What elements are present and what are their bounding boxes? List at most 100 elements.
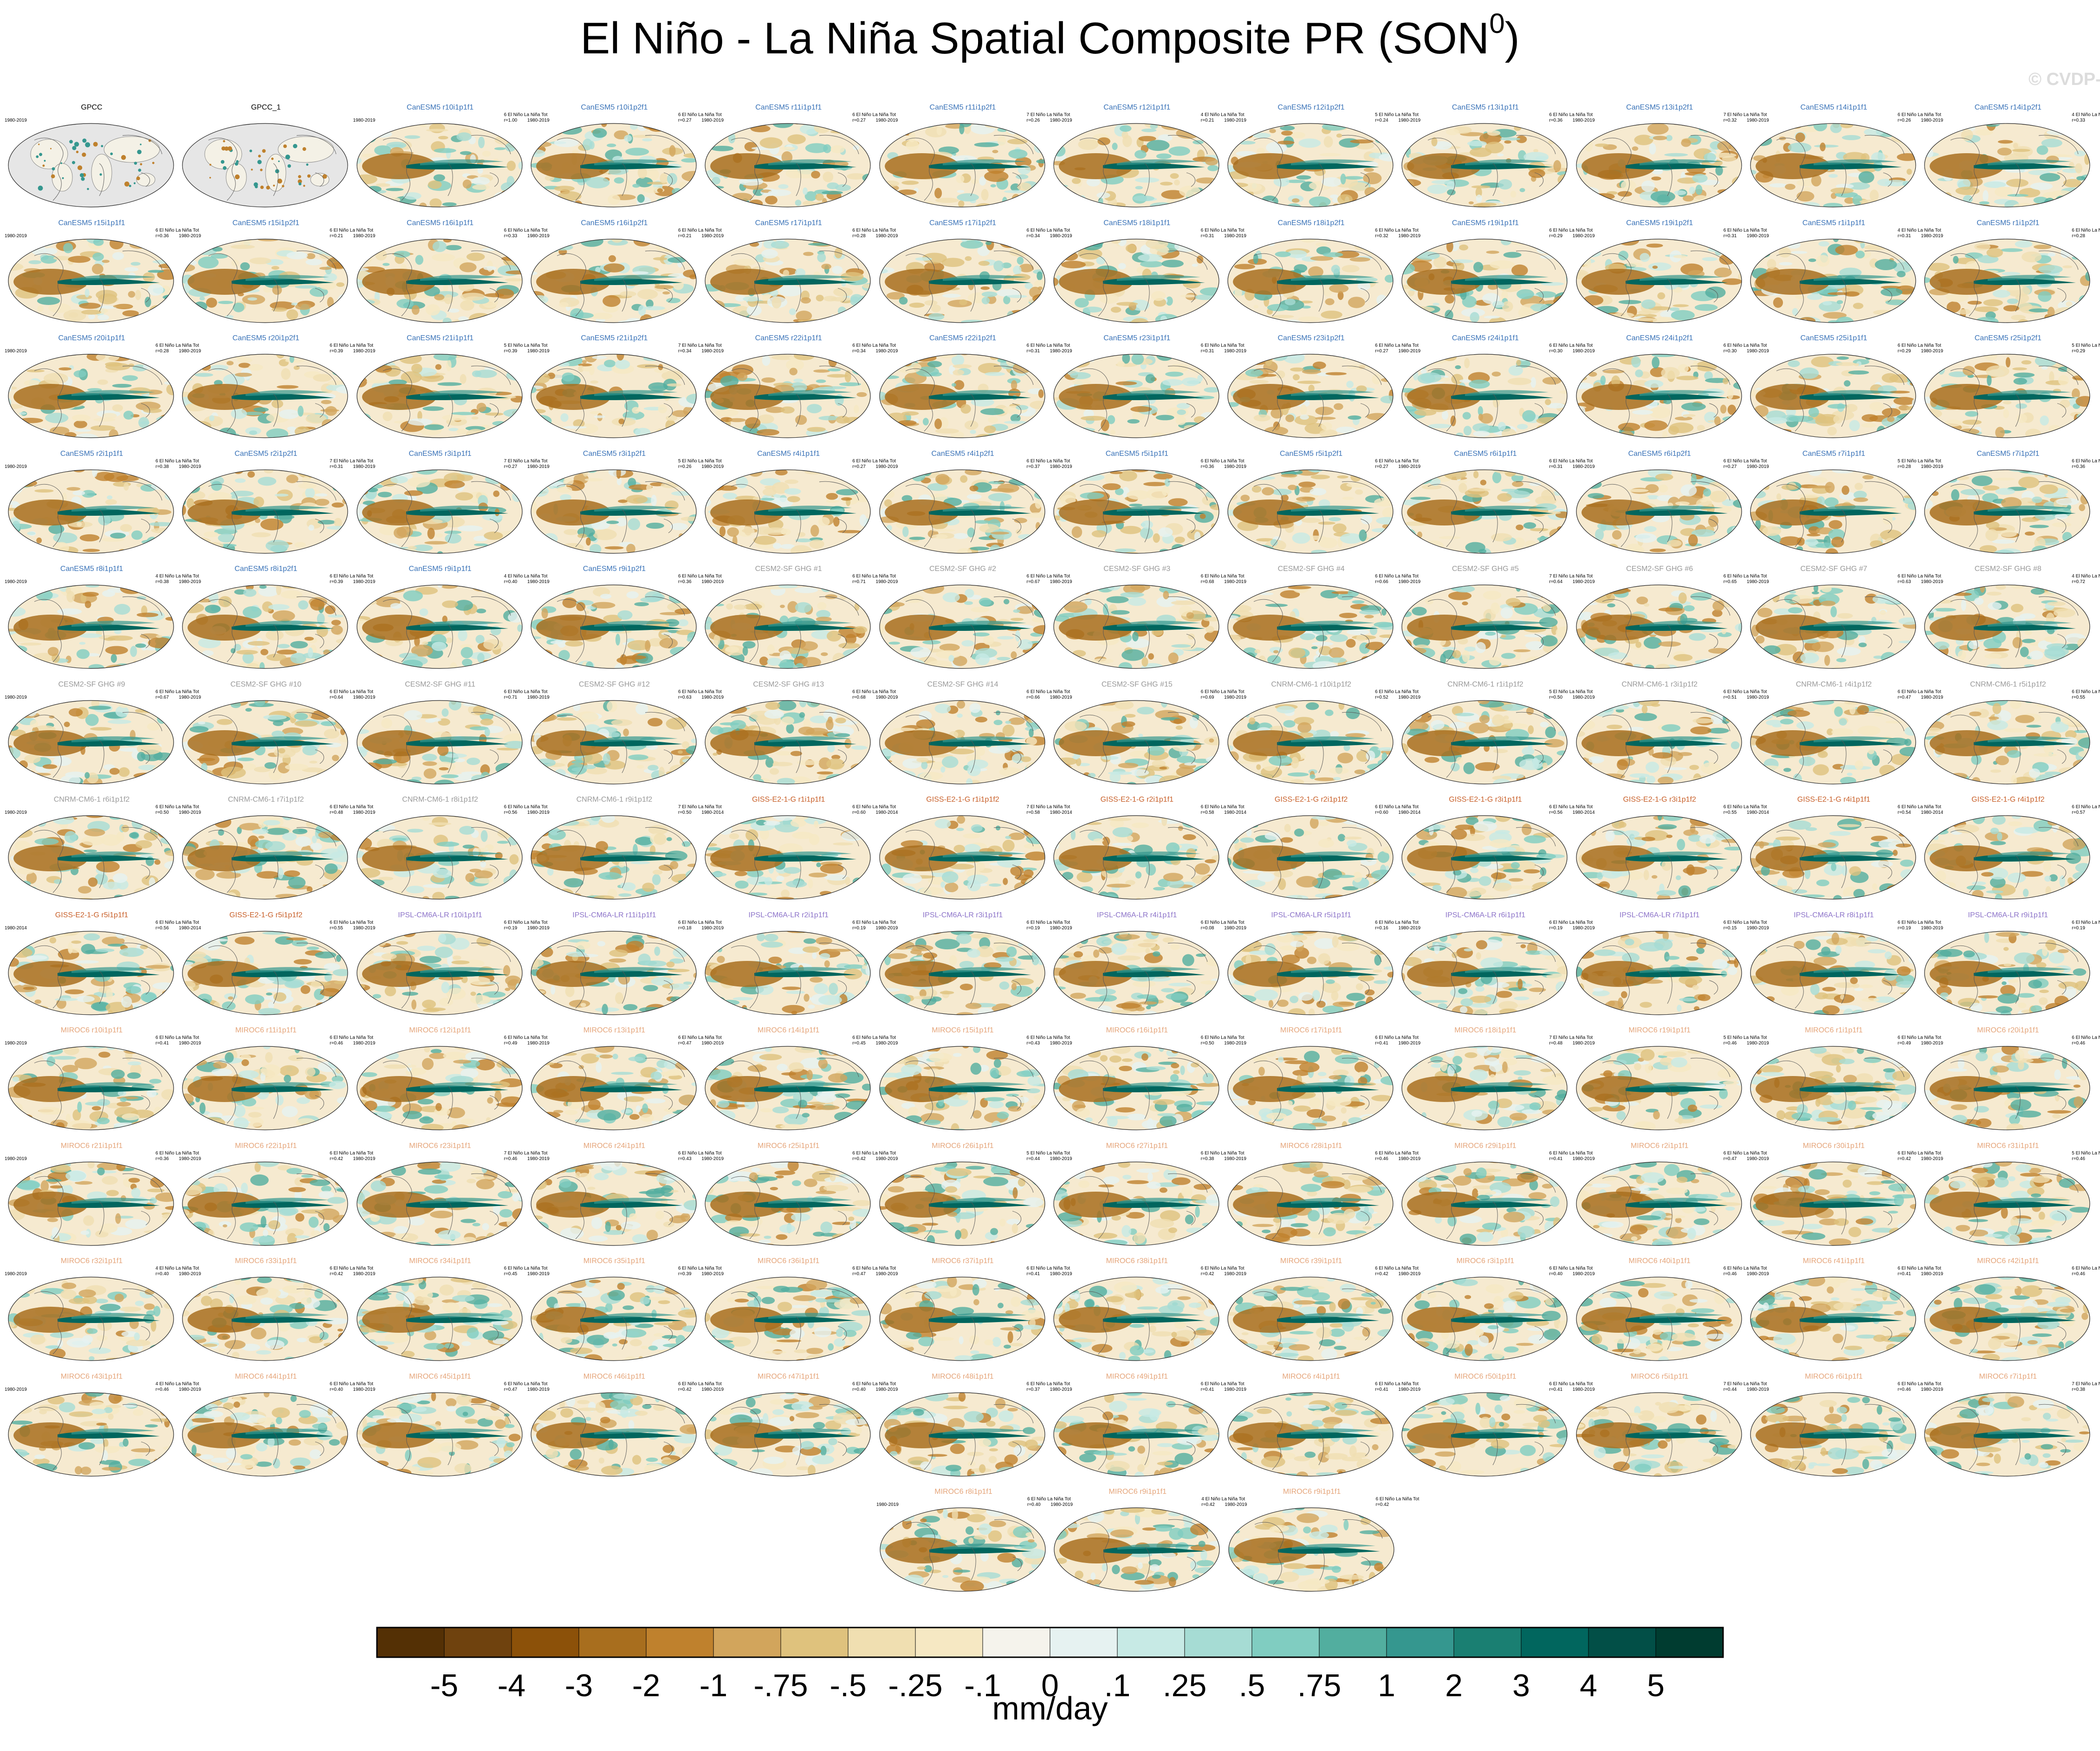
anomaly-blob	[1782, 320, 1802, 323]
anomaly-blob	[1198, 422, 1207, 430]
anomaly-blob	[1548, 421, 1566, 428]
anomaly-blob	[1171, 544, 1185, 552]
map-panel: CanESM5 r12i1p2f1 1980-2019 5 El Niño La N…	[1224, 103, 1419, 211]
anomaly-blob	[162, 530, 173, 536]
anomaly-blob	[209, 415, 215, 422]
anomaly-blob	[1576, 123, 1580, 124]
anomaly-blob	[2071, 422, 2084, 432]
anomaly-blob	[298, 600, 309, 610]
map-panel: CanESM5 r15i1p2f1 1980-2019 6 El Niño La N…	[179, 219, 373, 326]
anomaly-blob	[1021, 246, 1033, 251]
map-panel: CanESM5 r16i1p2f1 1980-2019 6 El Niño La N…	[527, 219, 722, 326]
wet-anomaly-band	[942, 159, 1026, 165]
anomaly-blob	[136, 470, 156, 480]
panel-title: CanESM5 r16i1p2f1	[581, 219, 648, 227]
anomaly-blob	[38, 143, 40, 145]
figure-title-text: El Niño - La Niña Spatial Composite PR (…	[580, 13, 1490, 63]
panel-years: 1980-2019	[1398, 118, 1421, 123]
anomaly-blob	[1553, 128, 1568, 133]
anomaly-blob	[182, 659, 191, 668]
anomaly-blob	[787, 496, 801, 502]
anomaly-blob	[927, 361, 942, 368]
anomaly-blob	[124, 182, 130, 187]
anomaly-blob	[814, 123, 831, 133]
anomaly-blob	[625, 148, 649, 156]
anomaly-blob	[984, 170, 1009, 182]
anomaly-blob	[1207, 124, 1219, 133]
anomaly-blob	[1402, 310, 1420, 319]
anomaly-blob	[1122, 135, 1132, 147]
anomaly-blob	[1648, 262, 1672, 271]
anomaly-blob	[107, 495, 113, 499]
anomaly-blob	[1291, 132, 1306, 139]
anomaly-blob	[560, 413, 569, 422]
anomaly-blob	[1429, 477, 1441, 486]
anomaly-blob	[816, 294, 824, 301]
anomaly-blob	[369, 585, 394, 589]
anomaly-blob	[1926, 148, 1934, 158]
anomaly-blob	[854, 405, 859, 414]
anomaly-blob	[718, 485, 738, 491]
map-panel: CanESM5 r15i1p1f1 1980-2019 6 El Niño La N…	[5, 219, 199, 326]
anomaly-blob	[655, 197, 679, 207]
anomaly-blob	[227, 361, 234, 366]
anomaly-blob	[1012, 265, 1021, 275]
anomaly-blob	[1012, 123, 1021, 129]
anomaly-blob	[1191, 206, 1203, 207]
anomaly-blob	[1276, 370, 1285, 379]
anomaly-blob	[510, 195, 522, 199]
anomaly-blob	[98, 514, 111, 525]
anomaly-blob	[1300, 404, 1307, 415]
anomaly-blob	[66, 486, 81, 491]
anomaly-blob	[1549, 244, 1565, 256]
anomaly-blob	[1446, 182, 1456, 191]
anomaly-blob	[1212, 127, 1219, 131]
anomaly-blob	[1031, 360, 1044, 367]
anomaly-blob	[478, 136, 485, 149]
anomaly-blob	[79, 302, 101, 309]
anomaly-blob	[830, 199, 841, 207]
anomaly-blob	[1727, 404, 1736, 415]
anomaly-blob	[333, 246, 340, 252]
anomaly-blob	[1367, 314, 1382, 319]
anomaly-blob	[980, 286, 990, 290]
map-plot	[531, 123, 697, 208]
anomaly-blob	[275, 169, 279, 174]
anomaly-blob	[1666, 539, 1682, 547]
map-plot	[356, 469, 523, 554]
anomaly-blob	[1365, 239, 1376, 247]
anomaly-blob	[2021, 360, 2032, 365]
wet-anomaly-band	[594, 274, 678, 281]
anomaly-blob	[1906, 169, 1912, 175]
anomaly-blob	[1962, 419, 1982, 425]
anomaly-blob	[1602, 354, 1618, 359]
anomaly-blob	[1967, 436, 1979, 438]
anomaly-blob	[1944, 419, 1963, 427]
dry-anomaly-region	[362, 268, 436, 295]
anomaly-blob	[149, 305, 164, 317]
map-plot	[705, 123, 871, 208]
anomaly-blob	[1348, 296, 1365, 308]
anomaly-blob	[1195, 433, 1202, 438]
anomaly-blob	[1750, 249, 1770, 258]
anomaly-blob	[275, 493, 289, 497]
anomaly-blob	[259, 585, 267, 589]
anomaly-blob	[1736, 470, 1742, 476]
anomaly-blob	[1995, 186, 2013, 197]
anomaly-blob	[2012, 367, 2028, 370]
anomaly-blob	[662, 291, 670, 294]
anomaly-blob	[404, 135, 420, 139]
anomaly-blob	[759, 137, 783, 149]
map-plot	[356, 354, 523, 438]
anomaly-blob	[1402, 354, 1404, 359]
anomaly-blob	[886, 292, 905, 299]
anomaly-blob	[934, 188, 942, 199]
anomaly-blob	[314, 320, 323, 323]
map-plot	[705, 238, 871, 323]
anomaly-blob	[1504, 252, 1522, 258]
anomaly-blob	[1228, 255, 1242, 259]
panel-title: CanESM5 r4i1p2f1	[931, 449, 994, 458]
anomaly-blob	[411, 363, 422, 374]
map-plot	[1401, 123, 1568, 208]
anomaly-blob	[1053, 277, 1059, 286]
